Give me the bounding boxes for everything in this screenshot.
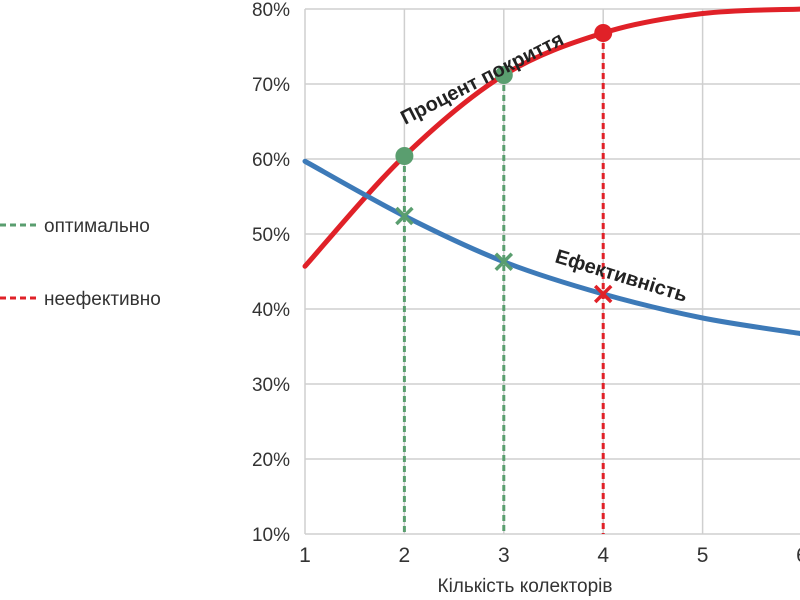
y-tick-label: 80% <box>252 0 290 21</box>
efficiency-cross <box>494 252 514 271</box>
x-tick-label: 6 <box>796 544 800 567</box>
x-tick-label: 1 <box>299 544 311 567</box>
coverage-point <box>395 147 414 165</box>
y-tick-label: 50% <box>252 225 290 246</box>
y-tick-label: 30% <box>252 375 290 396</box>
legend-label-inefficient: неефективно <box>44 289 161 310</box>
x-tick-label: 4 <box>597 544 609 567</box>
x-axis-ticks: 1 2 3 4 5 6 <box>299 544 800 567</box>
efficiency-cross <box>395 206 414 226</box>
markers <box>395 24 613 304</box>
series-label-coverage: Процент покриття <box>397 28 567 129</box>
efficiency-cross <box>593 284 613 304</box>
series-line <box>302 6 800 269</box>
y-tick-label: 70% <box>252 75 290 96</box>
x-axis-label: Кількість колекторів <box>438 576 613 597</box>
coverage-point <box>494 66 513 84</box>
x-tick-label: 3 <box>498 544 510 567</box>
series-lines <box>302 6 800 336</box>
grid <box>304 8 800 535</box>
marker-drop-lines <box>402 33 605 534</box>
x-tick-label: 5 <box>697 544 709 567</box>
x-tick-label: 2 <box>399 544 411 567</box>
y-tick-label: 10% <box>252 525 290 546</box>
y-tick-label: 60% <box>252 150 290 171</box>
legend-label-optimal: оптимально <box>44 216 150 237</box>
y-tick-label: 20% <box>252 450 290 471</box>
y-axis-ticks: 10% 20% 30% 40% 50% 60% 70% 80% <box>252 0 290 546</box>
legend: оптимально неефективно <box>0 216 161 310</box>
series-line <box>302 158 800 336</box>
coverage-point <box>594 24 613 42</box>
y-tick-label: 40% <box>252 300 290 321</box>
